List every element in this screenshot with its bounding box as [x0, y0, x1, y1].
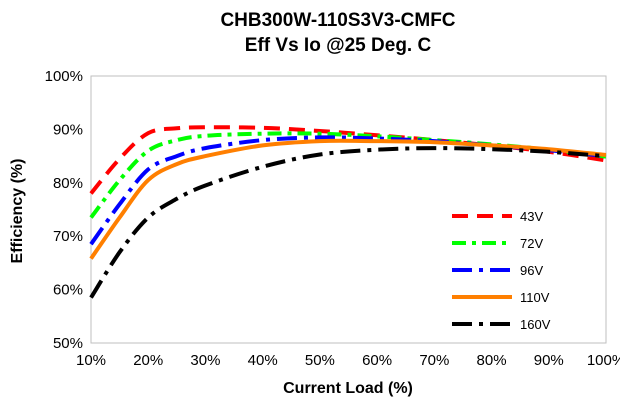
legend-label: 72V: [520, 236, 543, 251]
x-tick-label: 20%: [133, 352, 163, 369]
y-axis-label: Efficiency (%): [9, 159, 26, 264]
legend-label: 96V: [520, 263, 543, 278]
y-axis: 50% 60% 70% 80% 90% 100%: [45, 68, 83, 352]
series-line-160V: [89, 146, 607, 299]
x-tick-label: 60%: [362, 352, 392, 369]
x-tick-label: 100%: [587, 352, 620, 369]
chart-title: CHB300W-110S3V3-CMFC: [220, 10, 455, 31]
series-lines: [89, 125, 607, 299]
chart-subtitle: Eff Vs Io @25 Deg. C: [245, 35, 432, 56]
x-tick-label: 30%: [190, 352, 220, 369]
x-tick-label: 90%: [534, 352, 564, 369]
y-tick-label: 50%: [53, 335, 83, 352]
legend-label: 43V: [520, 209, 543, 224]
y-tick-label: 70%: [53, 228, 83, 245]
x-tick-label: 10%: [76, 352, 106, 369]
legend-label: 160V: [520, 317, 551, 332]
y-tick-label: 100%: [45, 68, 83, 85]
legend: 43V 72V 96V 110V 160V: [452, 209, 551, 332]
x-tick-label: 50%: [305, 352, 335, 369]
x-tick-label: 70%: [419, 352, 449, 369]
x-tick-label: 80%: [477, 352, 507, 369]
y-tick-label: 90%: [53, 121, 83, 138]
plot-area: [90, 75, 607, 344]
series-line-110V: [89, 138, 607, 260]
x-axis: 10% 20% 30% 40% 50% 60% 70% 80% 90% 100%: [76, 352, 620, 369]
x-axis-label: Current Load (%): [283, 380, 413, 397]
x-tick-label: 40%: [248, 352, 278, 369]
y-tick-label: 80%: [53, 175, 83, 192]
y-tick-label: 60%: [53, 282, 83, 299]
series-line-72V: [89, 131, 607, 219]
legend-label: 110V: [520, 290, 550, 305]
